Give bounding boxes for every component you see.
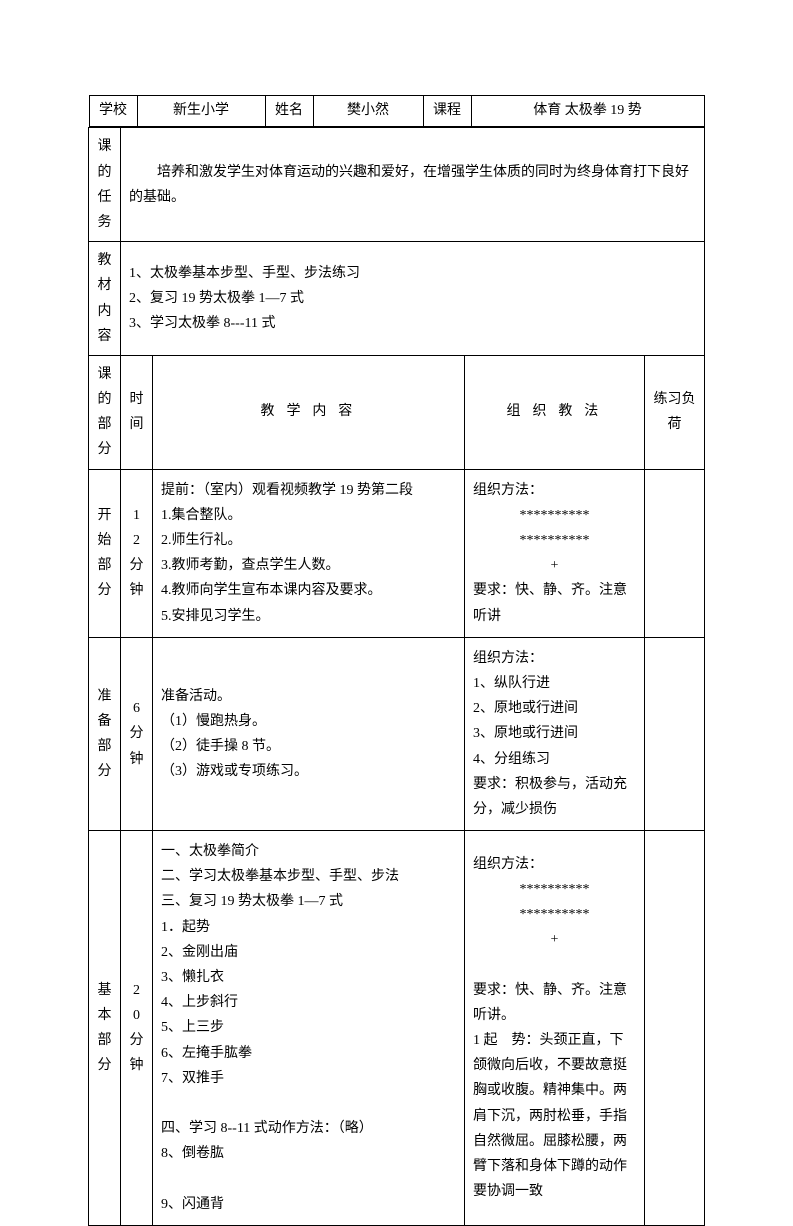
name-label: 姓名 — [265, 96, 313, 127]
row-basic: 基本部分 20分钟 一、太极拳简介二、学习太极拳基本步型、手型、步法三、复习 1… — [89, 831, 705, 1226]
row-basic-content: 一、太极拳简介二、学习太极拳基本步型、手型、步法三、复习 19 势太极拳 1—7… — [153, 831, 465, 1226]
row-start-method: 组织方法：********************+要求：快、静、齐。注意听讲 — [465, 469, 645, 637]
material-value: 1、太极拳基本步型、手型、步法练习2、复习 19 势太极拳 1—7 式3、学习太… — [121, 242, 705, 356]
row-basic-section: 基本部分 — [89, 831, 121, 1226]
row-start-time: 12分钟 — [121, 469, 153, 637]
course-label: 课程 — [423, 96, 471, 127]
row-start-load — [645, 469, 705, 637]
task-value: 培养和激发学生对体育运动的兴趣和爱好，在增强学生体质的同时为终身体育打下良好的基… — [121, 128, 705, 242]
material-row: 教材内容 1、太极拳基本步型、手型、步法练习2、复习 19 势太极拳 1—7 式… — [89, 242, 705, 356]
row-prep-section: 准备部分 — [89, 637, 121, 830]
col-time: 时间 — [121, 355, 153, 469]
row-start-section: 开始部分 — [89, 469, 121, 637]
name-value: 樊小然 — [313, 96, 423, 127]
row-basic-method: 组织方法：********************+ 要求：快、静、齐。注意听讲… — [465, 831, 645, 1226]
row-prep-load — [645, 637, 705, 830]
col-teaching: 教 学 内 容 — [153, 355, 465, 469]
task-row: 课 的任 务 培养和激发学生对体育运动的兴趣和爱好，在增强学生体质的同时为终身体… — [89, 128, 705, 242]
row-prep: 准备部分 6分钟 准备活动。（1）慢跑热身。（2）徒手操 8 节。（3）游戏或专… — [89, 637, 705, 830]
row-basic-time: 20分钟 — [121, 831, 153, 1226]
material-label: 教材内容 — [89, 242, 121, 356]
col-method: 组 织 教 法 — [465, 355, 645, 469]
col-section: 课的部分 — [89, 355, 121, 469]
header-row: 学校 新生小学 姓名 樊小然 课程 体育 太极拳 19 势 — [89, 95, 705, 128]
row-start: 开始部分 12分钟 提前：（室内）观看视频教学 19 势第二段1.集合整队。2.… — [89, 469, 705, 637]
row-start-content: 提前：（室内）观看视频教学 19 势第二段1.集合整队。2.师生行礼。3.教师考… — [153, 469, 465, 637]
row-prep-time: 6分钟 — [121, 637, 153, 830]
column-header-row: 课的部分 时间 教 学 内 容 组 织 教 法 练习负荷 — [89, 355, 705, 469]
row-basic-load — [645, 831, 705, 1226]
lesson-plan-table: 学校 新生小学 姓名 樊小然 课程 体育 太极拳 19 势 课 的任 务 培养和… — [88, 95, 705, 1226]
task-label: 课 的任 务 — [89, 128, 121, 242]
row-prep-content: 准备活动。（1）慢跑热身。（2）徒手操 8 节。（3）游戏或专项练习。 — [153, 637, 465, 830]
school-label: 学校 — [89, 96, 137, 127]
col-load: 练习负荷 — [645, 355, 705, 469]
course-value: 体育 太极拳 19 势 — [471, 96, 704, 127]
row-prep-method: 组织方法：1、纵队行进2、原地或行进间3、原地或行进间4、分组练习要求：积极参与… — [465, 637, 645, 830]
school-value: 新生小学 — [137, 96, 265, 127]
